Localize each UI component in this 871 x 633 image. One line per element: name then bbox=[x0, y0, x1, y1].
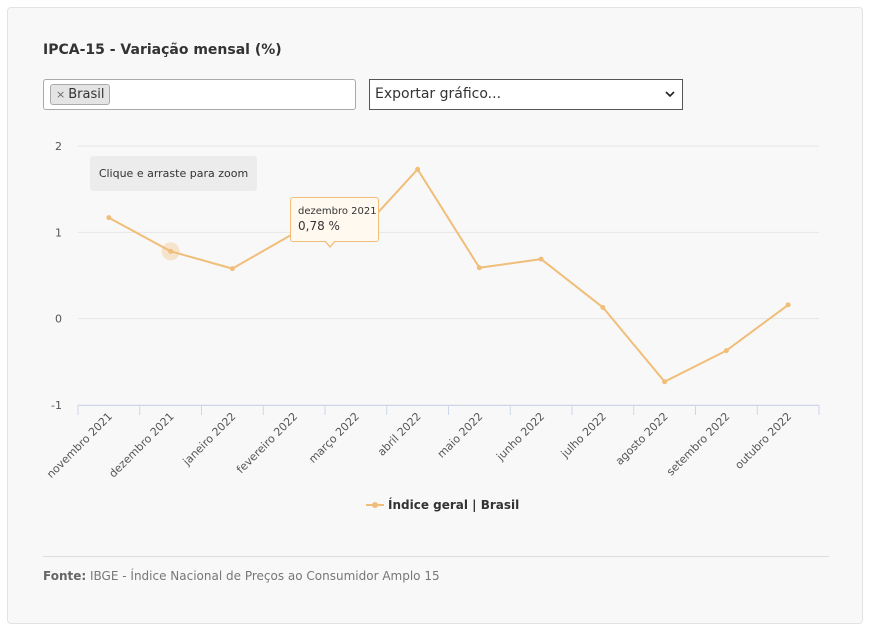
data-point[interactable] bbox=[106, 215, 112, 221]
data-point[interactable] bbox=[662, 379, 668, 385]
x-tick-label: março 2022 bbox=[306, 410, 362, 466]
legend-swatch bbox=[366, 500, 384, 510]
x-tick-label: fevereiro 2022 bbox=[234, 410, 300, 476]
y-tick-label: 1 bbox=[55, 226, 62, 239]
x-tick-label: abril 2022 bbox=[375, 410, 424, 459]
data-point[interactable] bbox=[785, 302, 791, 308]
y-tick-label: 0 bbox=[55, 313, 62, 326]
x-tick-label: novembro 2021 bbox=[44, 410, 115, 481]
export-chart-select[interactable]: Exportar gráfico... bbox=[369, 79, 683, 110]
remove-tag-icon[interactable]: × bbox=[56, 88, 66, 101]
y-tick-label: -1 bbox=[51, 399, 62, 412]
data-point[interactable] bbox=[538, 256, 544, 262]
x-tick-label: agosto 2022 bbox=[613, 410, 671, 468]
chevron-down-icon bbox=[664, 80, 676, 120]
tooltip-arrow bbox=[324, 240, 336, 248]
legend-item[interactable]: Índice geral | Brasil bbox=[366, 498, 519, 512]
export-select-value: Exportar gráfico... bbox=[375, 86, 502, 102]
y-tick-label: 2 bbox=[55, 140, 62, 153]
divider bbox=[43, 556, 829, 557]
x-tick-label: junho 2022 bbox=[493, 410, 547, 464]
x-tick-label: dezembro 2021 bbox=[106, 410, 176, 480]
x-tick-label: setembro 2022 bbox=[664, 410, 732, 478]
data-point[interactable] bbox=[415, 166, 421, 172]
legend-label: Índice geral | Brasil bbox=[388, 498, 520, 512]
zoom-hint: Clique e arraste para zoom bbox=[90, 156, 257, 191]
series-line bbox=[108, 168, 789, 383]
region-tag-label: Brasil bbox=[68, 87, 105, 102]
data-point[interactable] bbox=[600, 304, 606, 310]
source-note: Fonte: IBGE - Índice Nacional de Preços … bbox=[43, 569, 440, 583]
x-tick-label: outubro 2022 bbox=[732, 410, 794, 472]
source-text: IBGE - Índice Nacional de Preços ao Cons… bbox=[90, 569, 440, 583]
data-point[interactable] bbox=[229, 266, 235, 272]
tooltip-value: 0,78 % bbox=[298, 219, 340, 233]
region-tag: × Brasil bbox=[50, 84, 111, 105]
x-tick-label: janeiro 2022 bbox=[180, 410, 239, 469]
data-point[interactable] bbox=[723, 348, 729, 354]
source-label: Fonte: bbox=[43, 569, 87, 583]
x-tick-label: maio 2022 bbox=[435, 410, 486, 461]
x-tick-label: julho 2022 bbox=[558, 410, 609, 461]
chart-title: IPCA-15 - Variação mensal (%) bbox=[43, 42, 282, 58]
tooltip-date: dezembro 2021 bbox=[298, 206, 377, 217]
data-point[interactable] bbox=[476, 265, 482, 271]
region-filter-input[interactable]: × Brasil bbox=[43, 79, 356, 110]
tooltip: dezembro 2021 0,78 % bbox=[290, 197, 379, 248]
data-point[interactable] bbox=[168, 248, 174, 254]
